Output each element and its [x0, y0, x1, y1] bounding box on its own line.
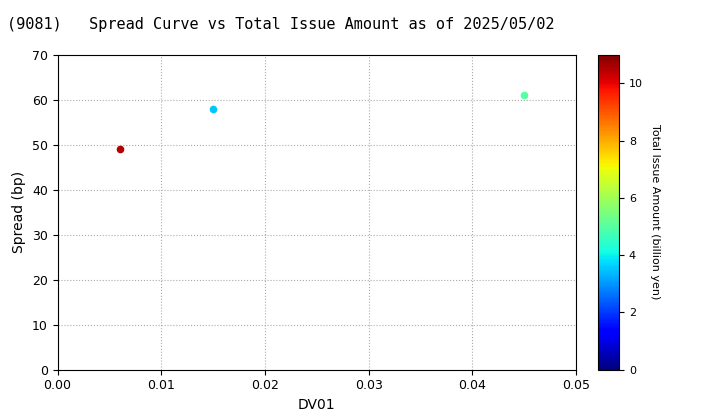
X-axis label: DV01: DV01	[298, 398, 336, 412]
Point	[114, 146, 125, 152]
Y-axis label: Total Issue Amount (billion yen): Total Issue Amount (billion yen)	[649, 124, 660, 300]
Point	[207, 105, 219, 112]
Point	[518, 92, 530, 98]
Text: (9081)   Spread Curve vs Total Issue Amount as of 2025/05/02: (9081) Spread Curve vs Total Issue Amoun…	[7, 17, 554, 32]
Y-axis label: Spread (bp): Spread (bp)	[12, 171, 27, 253]
